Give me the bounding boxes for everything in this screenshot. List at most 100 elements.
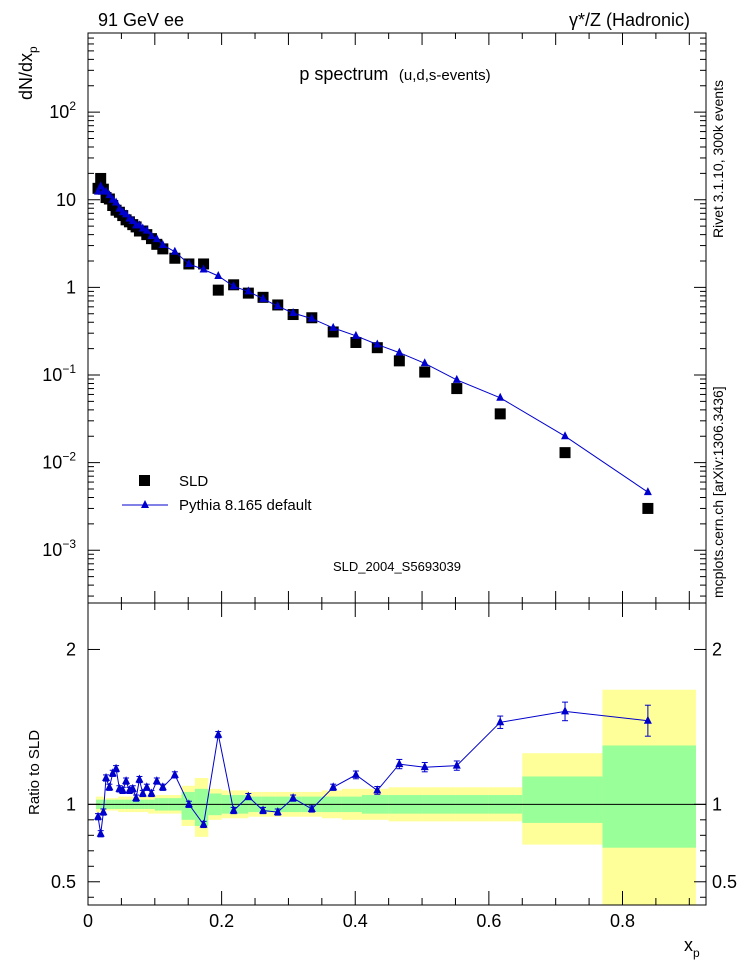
pythia-point [329, 322, 338, 331]
main-title: p spectrum (u,d,s-events) [299, 64, 490, 84]
main-ylabel-text: dN/dx [16, 53, 36, 100]
ratio-pythia-point [289, 793, 298, 802]
legend-sld-label: SLD [179, 473, 208, 490]
main-frame [87, 32, 707, 604]
ratio-pythia-point [112, 763, 121, 772]
pythia-point [289, 308, 298, 317]
ratio-pythia-point [351, 769, 360, 778]
watermark: SLD_2004_S5693039 [333, 559, 461, 574]
main-ytick-label: 10−3 [42, 537, 76, 560]
main-panel: 10−3 10−2 10−1 1 10 102 p spectrum (u,d,s-eve… [16, 32, 707, 604]
ratio-pythia-point [643, 715, 652, 724]
mcplots-label: mcplots.cern.ch [arXiv:1306.3436] [710, 386, 726, 598]
ratio-pythia-point [259, 805, 268, 814]
pythia-line [97, 185, 649, 493]
ratio-pythia-point [329, 782, 338, 791]
ratio-pythia-point [420, 762, 429, 771]
ratio-xlabel: xp [684, 935, 700, 960]
pythia-point [102, 186, 111, 195]
pythia-point [199, 264, 208, 273]
pythia-point [420, 358, 429, 367]
pythia-point [452, 374, 461, 383]
sld-point [393, 355, 405, 367]
ratio-pythia-point [452, 760, 461, 769]
ratio-pythia-point [108, 768, 117, 777]
ratio-xtick-label: 0.6 [476, 911, 501, 931]
ratio-pythia-point [561, 706, 570, 715]
ratio-pythia-point [147, 788, 156, 797]
main-ylabel: dN/dxp [16, 46, 40, 100]
main-ticks: 10−3 10−2 10−1 1 10 102 [42, 32, 706, 603]
sld-point [642, 502, 654, 514]
main-ytick-label: 10−2 [42, 450, 76, 473]
main-plot-area [92, 172, 654, 514]
sld-point [95, 172, 107, 184]
ratio-pythia-point [244, 791, 253, 800]
ratio-pythia-point [307, 803, 316, 812]
ratio-pythia-point [158, 782, 167, 791]
ratio-pythia-point [99, 807, 108, 816]
pythia-point [373, 339, 382, 348]
ratio-xtick-label: 0 [83, 911, 93, 931]
pythia-point [496, 392, 505, 401]
main-ytick-label: 102 [49, 99, 76, 122]
ratio-ytick-label: 2 [66, 639, 76, 659]
ratio-ytick-label-right: 2 [712, 639, 722, 659]
pythia-point [229, 281, 238, 290]
main-title-text: p spectrum [299, 64, 388, 84]
pythia-point [244, 286, 253, 295]
ratio-ytick-label: 1 [66, 794, 76, 814]
header-left: 91 GeV ee [98, 10, 184, 30]
pythia-point [643, 487, 652, 496]
main-ytick-label: 10 [56, 190, 76, 210]
rivet-label: Rivet 3.1.10, 300k events [710, 80, 726, 238]
ratio-ytick-label: 0.5 [51, 872, 76, 892]
sld-point [198, 258, 210, 270]
main-subtitle-text: (u,d,s-events) [399, 67, 491, 84]
sld-point [103, 193, 115, 205]
ratio-ticks: 0.5 0.5 1 1 2 2 0 0.2 0.4 0.6 0.8 [51, 603, 737, 931]
ratio-pythia-point [118, 785, 127, 794]
ratio-pythia-point [132, 793, 141, 802]
legend-pythia-marker [141, 500, 149, 508]
legend: SLD Pythia 8.165 default [122, 473, 312, 514]
pythia-point [184, 258, 193, 267]
pythia-point [105, 190, 114, 199]
pythia-point [112, 197, 121, 206]
ratio-frame [87, 602, 707, 906]
sld-point [151, 238, 163, 250]
sld-point [419, 366, 431, 378]
pythia-point [561, 431, 570, 440]
ratio-xtick-label: 0.2 [209, 911, 234, 931]
sld-point [350, 336, 362, 348]
pythia-point [395, 347, 404, 356]
ratio-xtick-label: 0.4 [343, 911, 368, 931]
ratio-xlabel-sub: p [693, 946, 700, 960]
ratio-pythia-point [214, 729, 223, 738]
ratio-ytick-label-right: 0.5 [712, 872, 737, 892]
ratio-panel: 0.5 0.5 1 1 2 2 0 0.2 0.4 0.6 0.8 Ratio to SLD xp [26, 602, 737, 960]
pythia-point [142, 225, 151, 234]
sld-point [169, 252, 181, 264]
ratio-pythia-point [373, 785, 382, 794]
ratio-pythia-point [96, 828, 105, 837]
sld-point [157, 243, 169, 255]
ratio-pythia-point [395, 759, 404, 768]
ratio-pythia-point [142, 782, 151, 791]
sld-point [212, 284, 224, 296]
ratio-xlabel-text: x [684, 935, 693, 955]
pythia-point [94, 186, 103, 195]
ratio-band-inner [522, 776, 603, 823]
ratio-ylabel: Ratio to SLD [26, 730, 43, 815]
ratio-pythia-point [102, 773, 111, 782]
header-right: γ*/Z (Hadronic) [569, 10, 690, 30]
pythia-point [138, 223, 147, 232]
ratio-pythia-point [138, 788, 147, 797]
pythia-point [351, 330, 360, 339]
sld-point [494, 408, 506, 420]
pythia-point [152, 234, 161, 243]
pythia-point [158, 239, 167, 248]
ratio-plot-area [88, 689, 706, 905]
pythia-point [214, 270, 223, 279]
